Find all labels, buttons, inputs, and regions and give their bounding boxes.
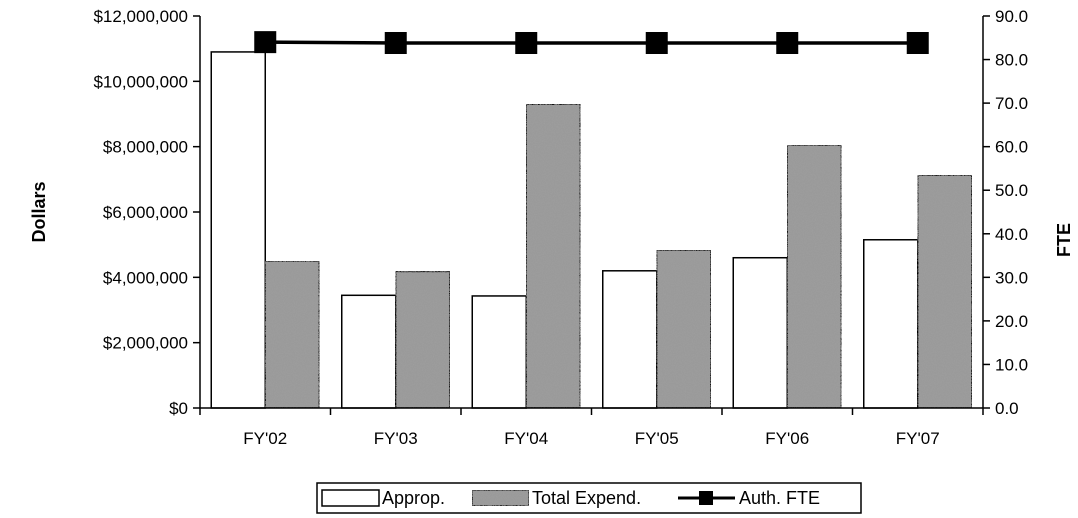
bar-approp bbox=[732, 256, 788, 409]
y-axis-title: Dollars bbox=[29, 181, 49, 242]
bar-total-expend bbox=[395, 270, 451, 409]
legend-frame bbox=[316, 482, 862, 514]
bar-total-expend bbox=[656, 249, 712, 409]
bar-total-expend bbox=[264, 260, 320, 409]
y2-tick-label: 20.0 bbox=[995, 312, 1028, 331]
y-tick-label: $10,000,000 bbox=[93, 72, 188, 91]
bar-approp bbox=[602, 270, 658, 409]
y2-tick-label: 80.0 bbox=[995, 51, 1028, 70]
x-tick-label: FY'02 bbox=[243, 429, 287, 448]
y2-tick-label: 0.0 bbox=[995, 399, 1019, 418]
legend-label-expend: Total Expend. bbox=[532, 488, 641, 508]
legend-swatch-fte-marker bbox=[699, 491, 713, 505]
fte-marker bbox=[906, 32, 929, 55]
legend-swatch-expend bbox=[471, 489, 530, 507]
axes-layer bbox=[193, 15, 990, 415]
legend-label-approp: Approp. bbox=[382, 488, 445, 508]
y-tick-label: $12,000,000 bbox=[93, 7, 188, 26]
y-tick-label: $8,000,000 bbox=[103, 138, 188, 157]
bar-total-expend bbox=[786, 144, 842, 409]
fte-line-layer bbox=[254, 31, 929, 55]
fte-marker bbox=[776, 32, 799, 55]
y2-tick-label: 60.0 bbox=[995, 138, 1028, 157]
bar-approp bbox=[210, 51, 266, 409]
bar-approp bbox=[341, 294, 397, 409]
x-tick-label: FY'07 bbox=[896, 429, 940, 448]
y2-tick-label: 40.0 bbox=[995, 225, 1028, 244]
legend-label-fte: Auth. FTE bbox=[739, 488, 820, 508]
y2-tick-label: 70.0 bbox=[995, 94, 1028, 113]
fte-marker bbox=[645, 32, 668, 55]
y-tick-label: $6,000,000 bbox=[103, 203, 188, 222]
bar-total-expend bbox=[917, 174, 973, 409]
legend-swatch-approp bbox=[321, 489, 380, 507]
bar-total-expend bbox=[525, 103, 581, 409]
bar-approp bbox=[863, 239, 919, 409]
y-tick-label: $4,000,000 bbox=[103, 268, 188, 287]
y2-tick-label: 50.0 bbox=[995, 181, 1028, 200]
x-tick-label: FY'06 bbox=[765, 429, 809, 448]
legend: Approp. Total Expend. Auth. FTE bbox=[316, 482, 862, 514]
fte-marker bbox=[384, 32, 407, 55]
x-tick-label: FY'03 bbox=[374, 429, 418, 448]
bars-layer bbox=[210, 51, 973, 409]
y2-tick-label: 10.0 bbox=[995, 355, 1028, 374]
fte-marker bbox=[254, 31, 277, 54]
y2-axis-title: FTE bbox=[1054, 223, 1074, 257]
fte-marker bbox=[515, 32, 538, 55]
x-tick-label: FY'05 bbox=[635, 429, 679, 448]
x-tick-label: FY'04 bbox=[504, 429, 548, 448]
bar-approp bbox=[471, 295, 527, 409]
y2-tick-label: 90.0 bbox=[995, 7, 1028, 26]
fte-line bbox=[265, 40, 918, 45]
y-tick-label: $0 bbox=[169, 399, 188, 418]
y2-tick-label: 30.0 bbox=[995, 268, 1028, 287]
y-tick-label: $2,000,000 bbox=[103, 334, 188, 353]
tick-labels-layer: $0 $2,000,000 $4,000,000 $6,000,000 $8,000,0… bbox=[93, 7, 1028, 448]
